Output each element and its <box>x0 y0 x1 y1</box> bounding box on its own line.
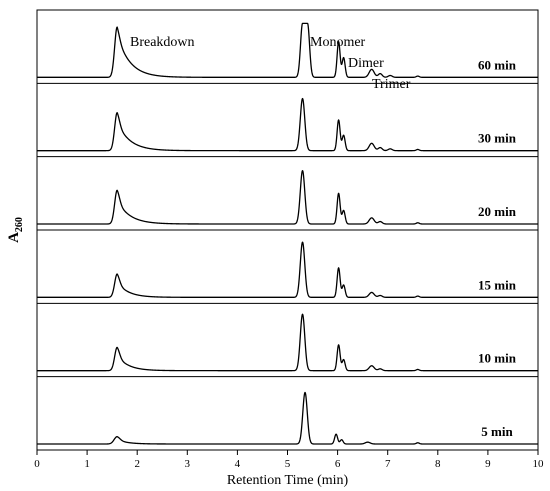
peak-label: Monomer <box>310 35 366 50</box>
x-tick-label: 5 <box>285 458 291 470</box>
panel-labels: 60 min 30 min 20 min 15 min 10 min 5 min <box>478 57 517 439</box>
panel-label: 20 min <box>478 204 517 219</box>
panel-label: 5 min <box>481 424 513 439</box>
x-tick-label: 0 <box>34 458 40 470</box>
panel-label: 60 min <box>478 57 517 72</box>
panel-label: 30 min <box>478 131 517 146</box>
x-tick-label: 9 <box>485 458 491 470</box>
x-axis: 0 1 2 3 4 5 6 7 8 9 10 <box>34 450 544 470</box>
x-tick-label: 4 <box>235 458 241 470</box>
x-tick-label: 8 <box>435 458 441 470</box>
trace-line <box>36 391 539 445</box>
panel-label: 15 min <box>478 277 517 292</box>
x-tick-label: 10 <box>533 458 545 470</box>
trace-line <box>36 313 539 372</box>
peak-label: Trimer <box>372 77 411 92</box>
trace-line <box>36 22 539 78</box>
traces-layer <box>36 22 539 445</box>
x-tick-label: 7 <box>385 458 391 470</box>
panel-separators <box>37 82 538 378</box>
y-axis-title-subscript: 260 <box>14 217 25 232</box>
x-tick-label: 1 <box>84 458 90 470</box>
x-tick-label: 3 <box>185 458 191 470</box>
trace-line <box>36 241 539 298</box>
x-tick-label: 6 <box>335 458 341 470</box>
peak-label: Breakdown <box>130 35 195 50</box>
peak-labels: Breakdown Monomer Dimer Trimer <box>130 35 411 92</box>
y-axis-title: A260 <box>6 217 25 243</box>
panel-label: 10 min <box>478 351 517 366</box>
trace-line <box>36 169 539 225</box>
y-axis-title-main: A <box>6 232 22 243</box>
peak-label: Dimer <box>348 56 384 71</box>
trace-line <box>36 97 539 152</box>
x-tick-label: 2 <box>134 458 140 470</box>
x-axis-title: Retention Time (min) <box>227 473 349 488</box>
